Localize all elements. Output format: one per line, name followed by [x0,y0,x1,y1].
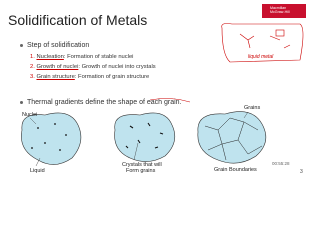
figures: liquid metal Nuclei Liquid Crystals that… [21,23,304,174]
logo: Macmillan McGraw-Hill [262,4,306,18]
liquid-blob [114,112,176,162]
sketch [221,23,304,63]
leader [35,157,41,167]
step-term: Growth of nuclei [36,64,79,70]
step-number: 3. [30,74,35,80]
underline [149,98,191,103]
step-description: : Growth of nuclei into crystals [78,64,156,70]
step-number: 2. [30,64,35,70]
page-number: 3 [300,169,303,175]
step-term: Nucleation [36,54,64,60]
annotation: liquid metal [248,54,274,60]
video-time: 00:55:28 [272,161,290,166]
step-term: Grain structure [36,74,75,80]
bullet-text: Step of solidification [27,42,90,49]
figure-label: Liquid [30,168,45,174]
leader [29,117,37,125]
logo-line: Macmillan [270,6,287,10]
slide: Solidification of Metals Macmillan McGra… [8,4,306,175]
leader [133,142,139,161]
bullet: Step of solidification [20,42,89,49]
figure-label: Grain Boundaries [214,167,257,173]
bullet-text: Thermal gradients define the shape of ea… [27,99,182,106]
step-description: : Formation of grain structure [74,74,150,80]
figure-label: Crystals that will [122,162,162,168]
leader [243,111,249,119]
figure-label: Nuclei [22,112,37,118]
grain-boundaries [204,117,263,161]
grain-blob [197,111,267,164]
step-number: 1. [30,54,35,60]
crystals [125,122,164,149]
nuclei-dots [31,123,67,151]
bullet: Thermal gradients define the shape of ea… [20,99,182,106]
figure-label: Grains [244,105,260,111]
liquid-blob [21,112,82,165]
figure-label: Form grains [126,168,156,174]
step: 3. Grain structure: Formation of grain s… [30,74,149,80]
step: 1. Nucleation: Formation of stable nucle… [30,54,133,60]
step: 2. Growth of nuclei: Growth of nuclei in… [30,64,156,70]
logo-line: McGraw-Hill [270,10,290,15]
step-description: : Formation of stable nuclei [63,54,134,60]
slide-title: Solidification of Metals [8,12,148,28]
